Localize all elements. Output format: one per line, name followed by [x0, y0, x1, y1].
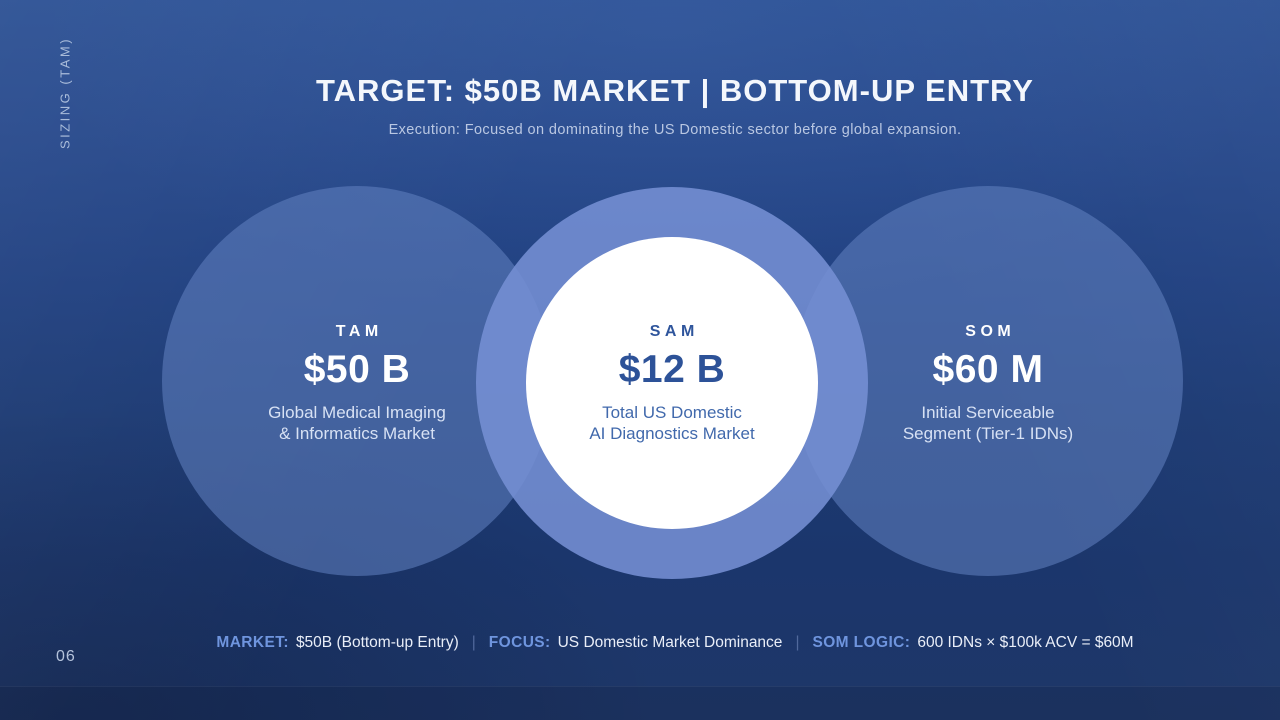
footer-market-label: MARKET:	[216, 634, 289, 651]
tam-value: $50 B	[303, 348, 411, 391]
slide-subtitle: Execution: Focused on dominating the US …	[388, 122, 962, 138]
tam-description: Global Medical Imaging & Informatics Mar…	[197, 402, 517, 444]
sam-segment-text: SAM $12 B Total US Domestic AI Diagnosti…	[512, 322, 832, 444]
footer-market-value: $50B (Bottom-up Entry)	[295, 634, 459, 651]
som-description: Initial Serviceable Segment (Tier-1 IDNs…	[828, 402, 1148, 444]
slide-title: TARGET: $50B MARKET | BOTTOM-UP ENTRY	[316, 73, 1034, 108]
sam-label: SAM	[649, 323, 699, 340]
tam-segment-text: TAM $50 B Global Medical Imaging & Infor…	[197, 322, 517, 444]
sam-inner-circle	[526, 237, 818, 529]
sam-description: Total US Domestic AI Diagnostics Market	[512, 402, 832, 444]
tam-description-line2: & Informatics Market	[279, 424, 435, 443]
som-label: SOM	[965, 323, 1016, 340]
som-description-line1: Initial Serviceable	[921, 403, 1055, 422]
som-segment-text: SOM $60 M Initial Serviceable Segment (T…	[828, 322, 1148, 444]
som-value: $60 M	[932, 348, 1044, 391]
footer-summary-bar: MARKET: $50B (Bottom-up Entry) | FOCUS: …	[70, 632, 1280, 654]
footer-focus-value: US Domestic Market Dominance	[557, 634, 783, 651]
footer-som-logic-value: 600 IDNs × $100k ACV = $60M	[917, 634, 1134, 651]
tam-label: TAM	[335, 323, 383, 340]
footer-focus-label: FOCUS:	[488, 634, 551, 651]
tam-description-line1: Global Medical Imaging	[268, 403, 446, 422]
sam-value: $12 B	[618, 348, 726, 391]
footer-band	[0, 686, 1280, 720]
sam-description-line2: AI Diagnostics Market	[589, 424, 755, 443]
page-number: 06	[56, 648, 76, 665]
footer-som-logic-label: SOM LOGIC:	[812, 634, 911, 651]
footer-separator: |	[471, 634, 476, 651]
sam-description-line1: Total US Domestic	[602, 403, 742, 422]
footer-separator: |	[795, 634, 800, 651]
som-description-line2: Segment (Tier-1 IDNs)	[902, 424, 1074, 443]
